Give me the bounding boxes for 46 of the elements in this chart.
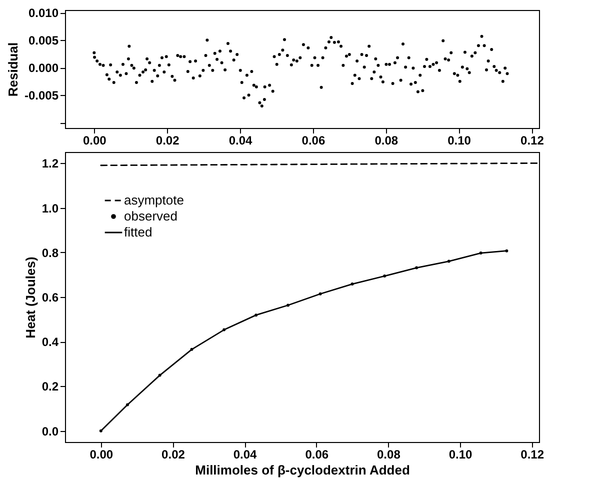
x-tick-label: 0.00 [90, 448, 114, 462]
legend-label: fitted [124, 224, 152, 240]
legend-label: asymptote [124, 192, 184, 208]
point [222, 328, 226, 332]
point [447, 260, 450, 263]
x-tick-label: 0.12 [520, 448, 544, 462]
x-tick-label: 0.06 [305, 448, 329, 462]
point [350, 282, 354, 286]
x-tick-label: 0.04 [233, 448, 258, 462]
y-tick-label: 0.010 [28, 6, 59, 20]
y-tick-label: 1.2 [42, 156, 59, 171]
point [286, 304, 290, 307]
y-tick-label: 0.005 [28, 34, 59, 48]
point [99, 429, 102, 432]
x-tick-label: 0.02 [162, 448, 186, 462]
x-tick-label: 0.12 [520, 134, 544, 148]
point [383, 274, 386, 278]
point [415, 266, 418, 270]
y-tick-label: 1.0 [42, 201, 59, 216]
x-axis-title: Millimoles of β-cyclodextrin Added [195, 462, 410, 478]
x-tick-label: 0.04 [228, 134, 253, 148]
y-tick-label: -0.005 [24, 88, 59, 103]
point [190, 348, 194, 351]
point [158, 374, 162, 377]
line-series [99, 249, 508, 432]
x-tick-label: 0.08 [374, 134, 398, 148]
x-tick-label: 0.10 [448, 134, 472, 148]
y-tick-label: 0.8 [42, 246, 59, 260]
point [126, 403, 129, 406]
x-tick-label: 0.00 [82, 134, 107, 148]
y-tick-label: 0.6 [42, 290, 59, 304]
point [505, 249, 508, 252]
y-axis-title: Residual [5, 42, 20, 97]
point [318, 292, 322, 296]
y-axis-title: Heat (Joules) [22, 256, 38, 338]
y-tick-label: 0.0 [42, 424, 59, 438]
x-tick-label: 0.10 [448, 448, 472, 462]
point [479, 252, 482, 255]
x-tick-label: 0.08 [377, 448, 401, 462]
x-tick-label: 0.06 [302, 134, 326, 148]
point [254, 314, 258, 317]
y-tick-label: 0.4 [42, 335, 59, 350]
legend-label: observed [124, 208, 178, 224]
y-tick-label: 0.2 [42, 380, 59, 394]
y-tick-label: 0.000 [28, 61, 59, 76]
x-tick-label: 0.02 [156, 134, 180, 148]
